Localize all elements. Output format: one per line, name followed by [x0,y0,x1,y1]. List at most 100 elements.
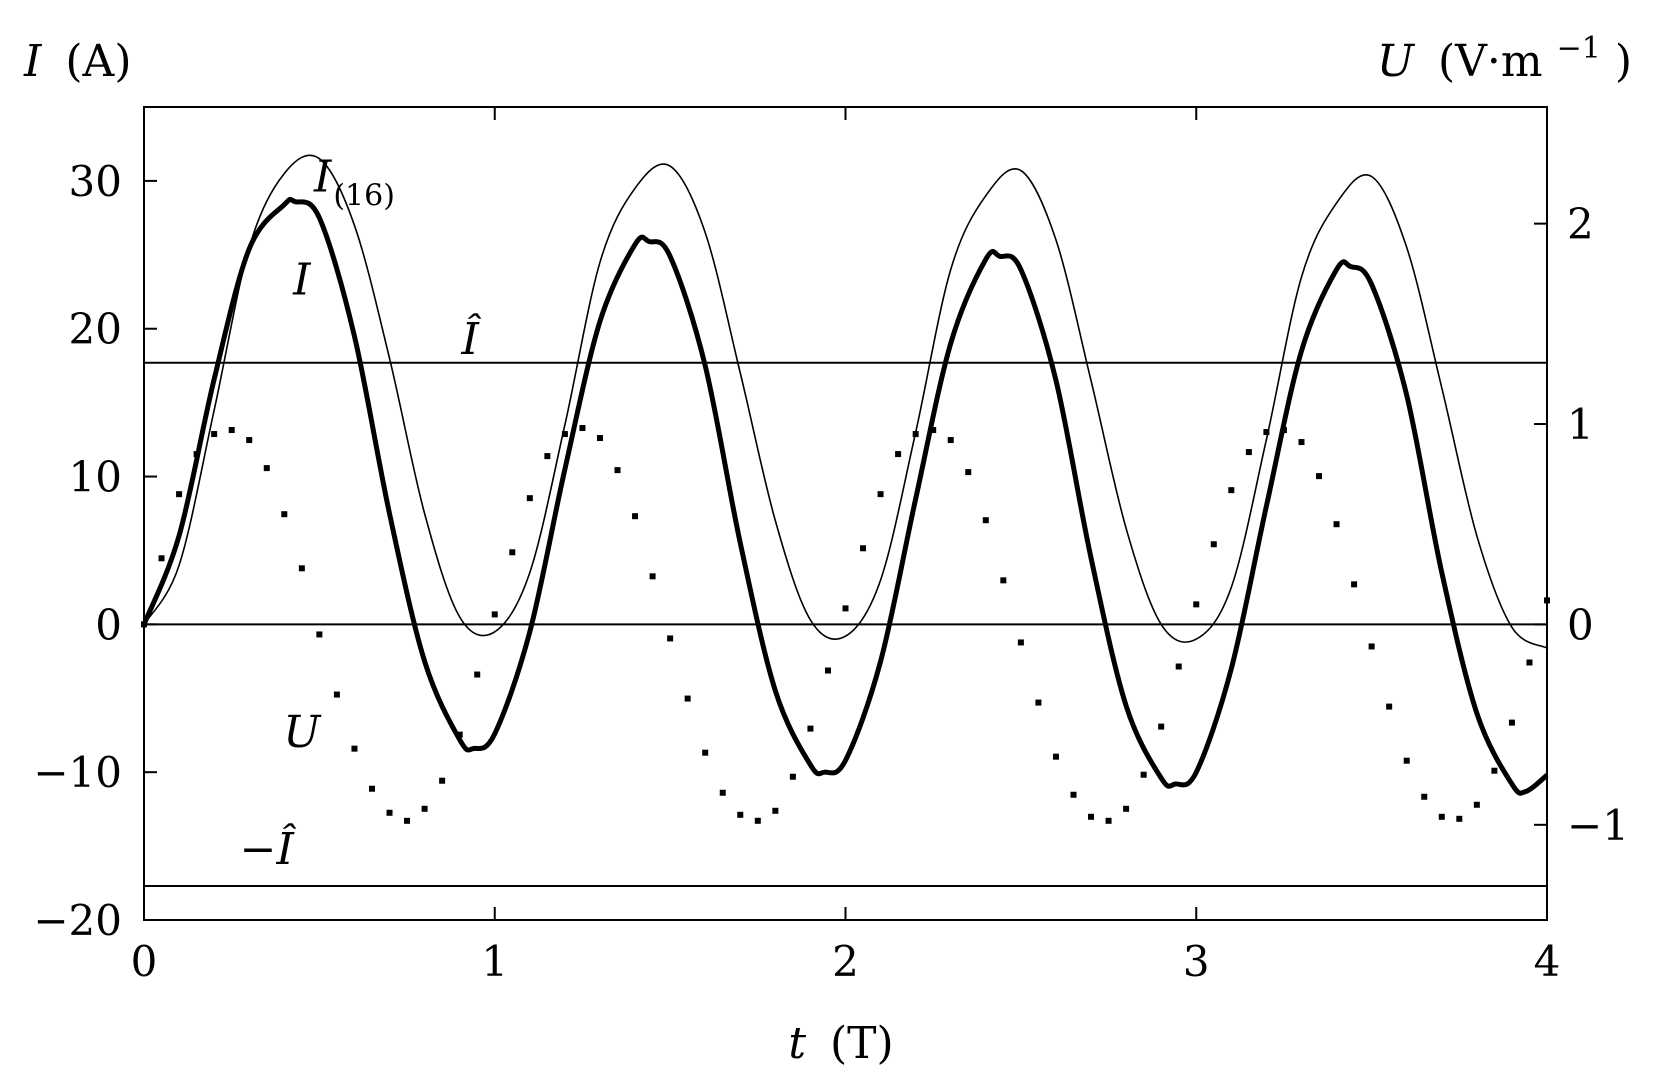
series-u-point [316,631,323,638]
series-u-point [1210,541,1217,548]
y-right-tick-label: 0 [1567,600,1594,649]
curve-label-minusihat: −Î [240,822,297,875]
series-u-point [1386,703,1393,710]
series-u-point [1000,577,1007,584]
series-i-line [141,196,1549,796]
series-u-point [474,671,481,678]
series-u-point [246,437,253,444]
series-u-point [1491,767,1498,774]
series-u-point [561,431,568,438]
series-u-point [772,807,779,814]
series-u-point [1158,723,1165,730]
series-group [141,154,1550,824]
series-u-point [789,773,796,780]
curve-labels: I(16)I Î U −Î [240,151,482,875]
series-u-point [1105,817,1112,824]
series-u-point [421,805,428,812]
series-u-point [982,517,989,524]
series-u-point [1403,757,1410,764]
series-u-point [719,789,726,796]
series-u-point [333,691,340,698]
curve-label-i: I [292,255,312,306]
series-u-point [1123,805,1130,812]
series-u-point [895,451,902,458]
series-u-point [1035,699,1042,706]
series-u-point [649,573,656,580]
series-u-point [281,511,288,518]
series-u-point [1052,753,1059,760]
series-u-point [1368,643,1375,650]
series-u-point [526,495,533,502]
y-right-tick-label: 1 [1567,400,1594,449]
curve-label-u: U [283,707,322,758]
series-u-point [1193,601,1200,608]
series-u-point [912,431,919,438]
y-left-tick-label: 10 [69,453,122,502]
series-u-point [1298,439,1305,446]
y-right-tick-label: 2 [1567,200,1594,249]
x-tick-label: 0 [131,937,158,986]
series-u-point [158,555,165,562]
y-axis-right-title: U (V·m −1 ) [1377,18,1632,87]
series-u-point [596,435,603,442]
x-tick-label: 1 [481,937,508,986]
series-u-point [1088,813,1095,820]
series-u-point [860,545,867,552]
series-u-point [439,777,446,784]
series-u-point [1526,659,1533,666]
y-left-tick-label: 30 [69,157,122,206]
y-left-tick-label: −10 [33,748,122,797]
series-u-point [1245,449,1252,456]
series-u-point [176,491,183,498]
x-tick-label: 2 [832,937,859,986]
series-u-point [368,785,375,792]
series-u-point [1351,581,1358,588]
series-u-point [947,437,954,444]
series-u-point [684,695,691,702]
series-u-point [930,427,937,434]
series-u-point [824,667,831,674]
series-u-point [386,809,393,816]
series-u-point [737,811,744,818]
series-u-point [1228,487,1235,494]
series-u-point [1017,639,1024,646]
series-u-point [1263,429,1270,436]
series-u-point [456,731,463,738]
series-u-point [544,453,551,460]
series-u-point [614,467,621,474]
series-u-points [141,425,1550,824]
series-u-point [298,565,305,572]
series-u-point [263,465,270,472]
series-u-point [1508,719,1515,726]
series-u-point [667,635,674,642]
series-u-point [842,605,849,612]
series-u-point [1280,427,1287,434]
curve-label-i16: I(16) [313,151,395,213]
series-u-point [228,427,235,434]
plot-frame [143,106,1548,921]
series-u-point [579,425,586,432]
series-u-point [1438,813,1445,820]
series-u-point [702,749,709,756]
series-i-16-line [143,154,1548,649]
series-u-point [1316,473,1323,480]
y-left-tick-label: −20 [33,896,122,945]
y-left-tick-label: 20 [69,305,122,354]
series-u-point [509,549,516,556]
x-tick-label: 4 [1534,937,1561,986]
series-u-point [404,817,411,824]
x-tick-label: 3 [1183,937,1210,986]
x-axis-title: t (T) [788,1018,893,1069]
series-u-point [632,513,639,520]
series-u-point [1333,521,1340,528]
series-u-point [491,611,498,618]
y-axis-left-title: I (A) [23,36,132,87]
series-u-point [1473,801,1480,808]
series-u-point [351,745,358,752]
y-left-tick-label: 0 [95,600,122,649]
series-u-point [193,451,200,458]
series-u-point [1070,791,1077,798]
